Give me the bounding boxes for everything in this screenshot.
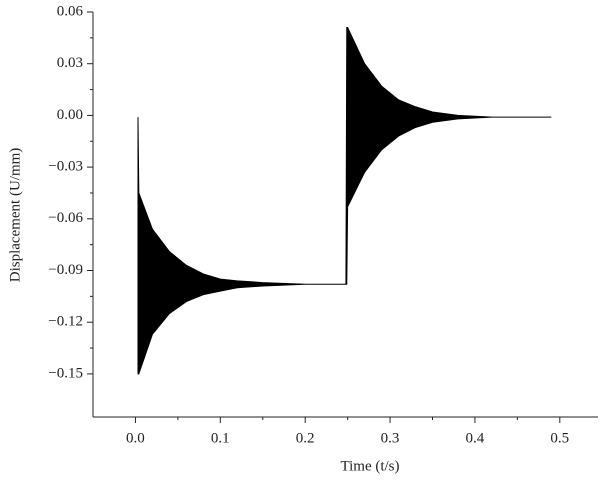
x-tick-label: 0.2 bbox=[296, 430, 315, 446]
y-tick-label: 0.03 bbox=[57, 55, 83, 71]
y-tick-label: 0.00 bbox=[57, 107, 83, 123]
y-axis-label: Displacement (U/mm) bbox=[7, 148, 23, 283]
x-tick-label: 0.3 bbox=[381, 430, 400, 446]
x-axis-label: Time (t/s) bbox=[340, 458, 399, 474]
x-tick-label: 0.1 bbox=[211, 430, 230, 446]
y-tick-label: 0.06 bbox=[57, 3, 84, 19]
y-tick-label: −0.03 bbox=[48, 159, 83, 175]
y-tick-label: −0.12 bbox=[48, 314, 83, 330]
y-tick-label: −0.09 bbox=[48, 262, 83, 278]
y-tick-label: −0.15 bbox=[48, 365, 83, 381]
x-tick-label: 0.0 bbox=[126, 430, 145, 446]
x-tick-label: 0.5 bbox=[550, 430, 569, 446]
x-tick-label: 0.4 bbox=[466, 430, 485, 446]
y-tick-label: −0.06 bbox=[48, 210, 83, 226]
range-area bbox=[137, 27, 552, 375]
